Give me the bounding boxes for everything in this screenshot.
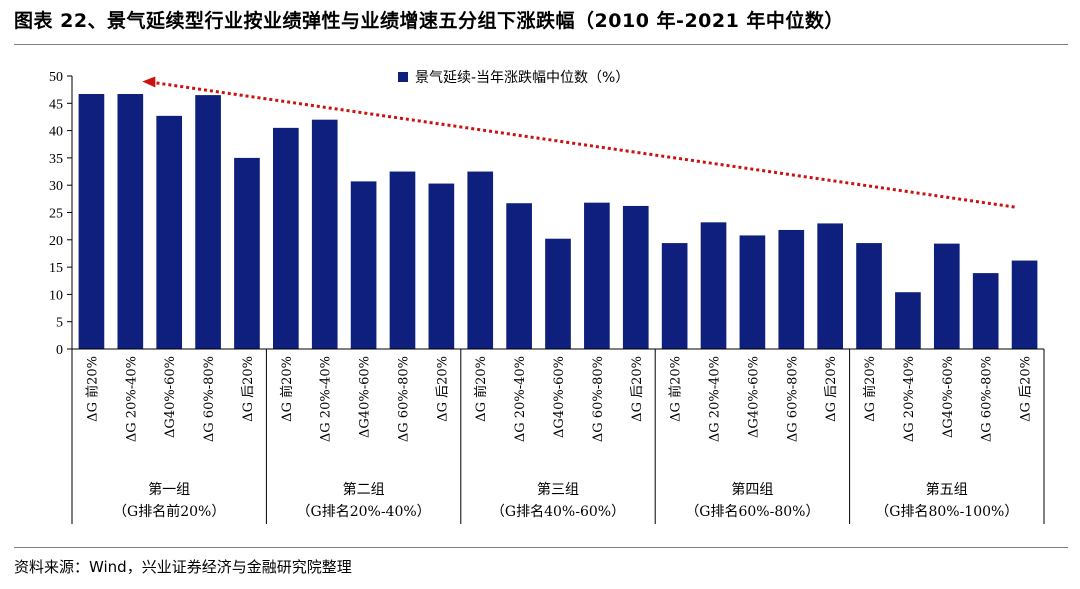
x-tick-label: ΔG40%-60% [163, 356, 178, 438]
y-tick-label: 5 [56, 316, 63, 331]
bar [972, 273, 999, 349]
bar [584, 202, 610, 349]
y-tick-label: 40 [49, 125, 63, 140]
x-tick-label: ΔG 60%-80% [591, 356, 606, 442]
x-tick-label: ΔG 20%-40% [902, 356, 917, 442]
x-tick-label: ΔG 前20% [668, 356, 684, 422]
x-tick-label: ΔG 20%-40% [124, 356, 139, 442]
bar [856, 243, 882, 349]
y-tick-label: 15 [49, 261, 63, 276]
x-tick-label: ΔG 60%-80% [785, 356, 800, 442]
top-divider [14, 44, 1068, 45]
group-label: 第一组 [148, 481, 190, 498]
bar [778, 229, 805, 349]
page-title: 图表 22、景气延续型行业按业绩弹性与业绩增速五分组下涨跌幅（2010 年-20… [14, 10, 844, 32]
y-tick-label: 50 [49, 70, 63, 85]
bar [117, 94, 144, 349]
x-tick-label: ΔG 60%-80% [202, 356, 217, 442]
x-tick-label: ΔG 前20% [84, 356, 100, 422]
bottom-divider [14, 547, 1068, 548]
trend-arrowhead [142, 76, 156, 88]
legend-label: 景气延续-当年涨跌幅中位数（%） [415, 69, 629, 86]
y-tick-label: 20 [49, 234, 63, 249]
bar [234, 157, 260, 349]
bar [1011, 260, 1038, 349]
x-tick-label: ΔG 后20% [435, 356, 450, 422]
x-tick-label: ΔG 前20% [473, 356, 489, 422]
x-tick-label: ΔG 后20% [1019, 356, 1034, 422]
bar [817, 223, 843, 349]
bars [78, 94, 1038, 350]
y-tick-label: 10 [49, 288, 63, 303]
x-tick-label: ΔG 60%-80% [396, 356, 411, 442]
x-tick-label: ΔG 后20% [241, 356, 256, 422]
x-tick-label: ΔG 20%-40% [708, 356, 723, 442]
x-tick-label: ΔG 后20% [824, 356, 839, 422]
bar [506, 203, 532, 349]
bar [661, 243, 688, 349]
group-label: 第二组 [343, 481, 385, 498]
x-tick-label: ΔG 20%-40% [319, 356, 334, 442]
bar [739, 235, 766, 349]
bar [933, 243, 960, 349]
x-tick-label: ΔG40%-60% [358, 356, 373, 438]
bar [622, 205, 649, 349]
y-tick-label: 45 [49, 97, 63, 112]
y-tick-label: 35 [49, 152, 63, 167]
bar [195, 95, 221, 349]
x-tick-label: ΔG 前20% [279, 356, 295, 422]
y-axis: 0 5 10 15 20 25 30 35 40 45 50 [49, 70, 73, 358]
group-sublabel: （G排名20%-40%） [297, 504, 431, 520]
group-sublabel: （G排名40%-60%） [491, 504, 625, 520]
bar [467, 171, 494, 349]
group-label: 第四组 [731, 481, 773, 498]
bar [428, 183, 455, 349]
x-tick-label: ΔG 20%-40% [513, 356, 528, 442]
bar [700, 222, 727, 349]
group-label: 第三组 [537, 481, 579, 498]
y-tick-label: 25 [49, 207, 63, 222]
y-tick-label: 30 [49, 179, 63, 194]
source-note: 资料来源：Wind，兴业证券经济与金融研究院整理 [14, 558, 352, 576]
trend-line [150, 80, 1015, 209]
x-tick-label: ΔG 60%-80% [980, 356, 995, 442]
x-axis: ΔG 前20% ΔG 20%-40% ΔG40%-60% ΔG 60%-80% ΔG 后… [71, 348, 1045, 524]
x-tick-label: ΔG40%-60% [941, 356, 956, 438]
x-tick-label: ΔG40%-60% [552, 356, 567, 438]
x-tick-label: ΔG 后20% [630, 356, 645, 422]
bar [156, 115, 183, 349]
y-tick-label: 0 [56, 343, 63, 358]
bar [311, 119, 338, 350]
trend-arrow [142, 76, 1015, 209]
x-tick-label: ΔG 前20% [862, 356, 878, 422]
group-sublabel: （G排名80%-100%） [875, 504, 1018, 520]
bar [273, 127, 299, 350]
x-tick-label: ΔG40%-60% [746, 356, 761, 438]
group-sublabel: （G排名60%-80%） [685, 504, 819, 520]
legend: 景气延续-当年涨跌幅中位数（%） [398, 69, 629, 86]
bar [895, 292, 921, 349]
legend-swatch [398, 72, 408, 82]
bar [350, 181, 377, 349]
bar [389, 171, 416, 349]
bar [545, 238, 571, 349]
group-label: 第五组 [926, 481, 968, 498]
group-sublabel: （G排名前20%） [113, 503, 225, 520]
bar [78, 94, 105, 349]
